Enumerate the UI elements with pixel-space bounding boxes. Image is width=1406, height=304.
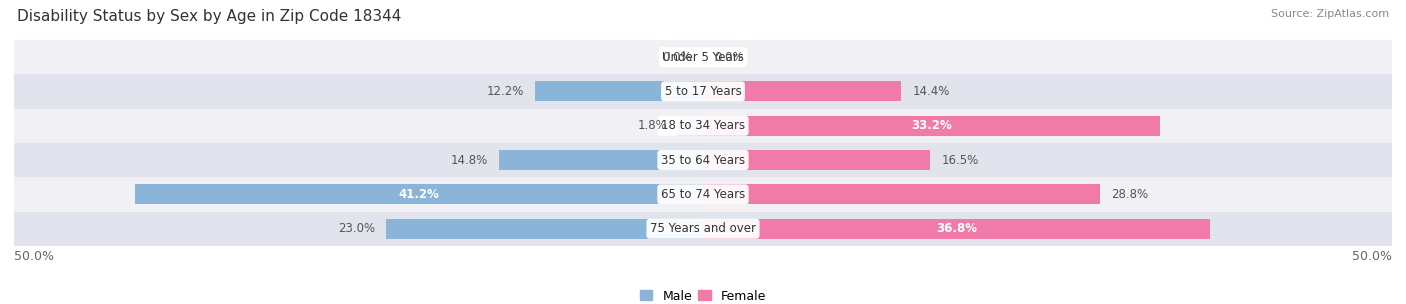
- Text: 23.0%: 23.0%: [337, 222, 375, 235]
- Text: 65 to 74 Years: 65 to 74 Years: [661, 188, 745, 201]
- Text: 12.2%: 12.2%: [486, 85, 524, 98]
- Bar: [703, 185, 1099, 204]
- Text: 28.8%: 28.8%: [1111, 188, 1147, 201]
- Bar: [135, 185, 703, 204]
- Bar: [14, 40, 1392, 74]
- Bar: [14, 212, 1392, 246]
- Bar: [534, 81, 703, 101]
- Text: Source: ZipAtlas.com: Source: ZipAtlas.com: [1271, 9, 1389, 19]
- Text: 14.4%: 14.4%: [912, 85, 950, 98]
- Text: 18 to 34 Years: 18 to 34 Years: [661, 119, 745, 132]
- Bar: [499, 150, 703, 170]
- Text: 35 to 64 Years: 35 to 64 Years: [661, 154, 745, 167]
- Text: 41.2%: 41.2%: [399, 188, 440, 201]
- Text: Disability Status by Sex by Age in Zip Code 18344: Disability Status by Sex by Age in Zip C…: [17, 9, 401, 24]
- Text: 75 Years and over: 75 Years and over: [650, 222, 756, 235]
- Text: 33.2%: 33.2%: [911, 119, 952, 132]
- Text: 0.0%: 0.0%: [662, 50, 692, 64]
- Bar: [703, 81, 901, 101]
- Text: 50.0%: 50.0%: [1353, 250, 1392, 263]
- Text: 1.8%: 1.8%: [637, 119, 668, 132]
- Bar: [678, 116, 703, 136]
- Bar: [14, 109, 1392, 143]
- Bar: [703, 150, 931, 170]
- Text: 50.0%: 50.0%: [14, 250, 53, 263]
- Legend: Male, Female: Male, Female: [640, 290, 766, 302]
- Text: 16.5%: 16.5%: [942, 154, 979, 167]
- Text: 5 to 17 Years: 5 to 17 Years: [665, 85, 741, 98]
- Bar: [14, 143, 1392, 177]
- Bar: [387, 219, 703, 239]
- Text: 14.8%: 14.8%: [451, 154, 488, 167]
- Bar: [703, 219, 1211, 239]
- Bar: [14, 74, 1392, 109]
- Bar: [14, 177, 1392, 212]
- Text: 36.8%: 36.8%: [936, 222, 977, 235]
- Text: 0.0%: 0.0%: [714, 50, 744, 64]
- Bar: [703, 116, 1160, 136]
- Text: Under 5 Years: Under 5 Years: [662, 50, 744, 64]
